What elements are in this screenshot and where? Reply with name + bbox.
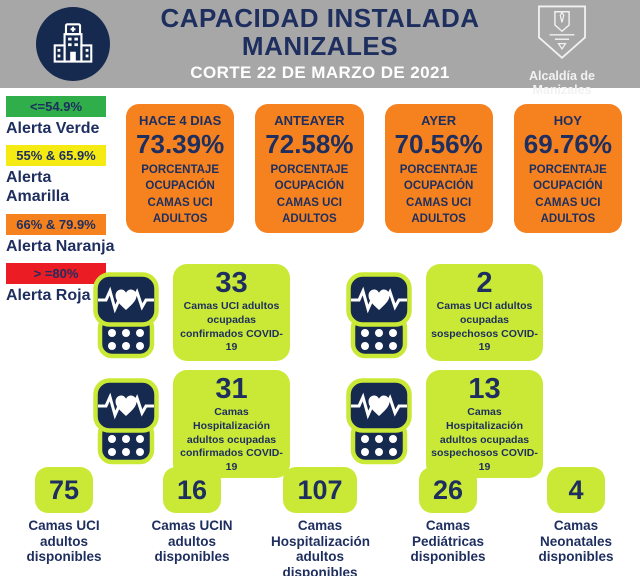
occupancy-value: 69.76% [523, 129, 612, 159]
occupancy-value: 70.56% [394, 129, 483, 159]
city-logo-caption: Alcaldía de Manizales [529, 69, 595, 97]
city-logo-block: Alcaldía de Manizales [502, 3, 622, 97]
available-pediatricas: 26 Camas Pediátricas disponibles [384, 467, 512, 576]
legend-item-naranja: 66% & 79.9% Alerta Naranja [6, 213, 118, 256]
available-beds-label: Camas UCI adultos disponibles [26, 518, 102, 565]
title-block: CAPACIDAD INSTALADA MANIZALES CORTE 22 D… [0, 4, 640, 83]
page-title-line2: MANIZALES [241, 31, 399, 62]
header-banner: CAPACIDAD INSTALADA MANIZALES CORTE 22 D… [0, 0, 640, 97]
available-ucin-adultos: 16 Camas UCIN adultos disponibles [128, 467, 256, 576]
occupied-beds-label: Camas UCI adultos ocupadas sospechosos C… [431, 300, 538, 354]
occupied-beds-card: 2 Camas UCI adultos ocupadas sospechosos… [426, 264, 543, 361]
occupancy-caption: PORCENTAJE OCUPACIÓN CAMAS UCI ADULTOS [529, 164, 607, 225]
occupied-beds-card: 31 Camas Hospitalización adultos ocupada… [173, 370, 290, 478]
occupancy-card-hoy: HOY 69.76% PORCENTAJE OCUPACIÓN CAMAS UC… [513, 104, 622, 233]
available-beds-label: Camas Hospitalización adultos disponible… [271, 518, 371, 576]
city-crest-icon [538, 5, 586, 59]
occupied-uci-suspected-group: 2 Camas UCI adultos ocupadas sospechosos… [346, 264, 543, 361]
available-hospitalizacion-adultos: 107 Camas Hospitalización adultos dispon… [256, 467, 384, 576]
available-beds-label: Camas Pediátricas disponibles [410, 518, 486, 565]
legend-range-naranja: 66% & 79.9% [6, 213, 106, 235]
available-beds-value: 26 [418, 467, 478, 513]
occupancy-card-anteayer: ANTEAYER 72.58% PORCENTAJE OCUPACIÓN CAM… [255, 104, 364, 233]
available-beds-row: 75 Camas UCI adultos disponibles 16 Cama… [0, 467, 640, 576]
occupancy-day: HOY [553, 113, 582, 128]
occupied-beds-card: 33 Camas UCI adultos ocupadas confirmado… [173, 264, 290, 361]
available-beds-label: Camas UCIN adultos disponibles [151, 518, 233, 565]
available-beds-value: 16 [162, 467, 222, 513]
heart-monitor-icon [346, 272, 412, 360]
occupied-beds-value: 2 [476, 267, 493, 299]
available-beds-value: 75 [34, 467, 94, 513]
legend-item-verde: <=54.9% Alerta Verde [6, 96, 118, 138]
occupancy-day: HACE 4 DIAS [138, 113, 222, 128]
occupied-uci-confirmed-group: 33 Camas UCI adultos ocupadas confirmado… [93, 264, 290, 361]
occupancy-value: 73.39% [136, 129, 225, 159]
occupied-beds-value: 33 [215, 267, 248, 299]
page-title-line1: CAPACIDAD INSTALADA [160, 3, 480, 33]
legend-item-roja: > =80% Alerta Roja [6, 262, 118, 305]
legend-label-amarilla: Alerta Amarilla [6, 169, 70, 206]
legend-range-amarilla: 55% & 65.9% [6, 145, 106, 167]
heart-monitor-icon [93, 272, 159, 360]
occupancy-day: ANTEAYER [274, 113, 345, 128]
hospital-icon [53, 23, 93, 63]
uci-occupancy-cards: HACE 4 DIAS 73.39% PORCENTAJE OCUPACIÓN … [126, 104, 622, 233]
hospital-badge [36, 7, 110, 81]
heart-monitor-icon [346, 378, 412, 466]
occupied-beds-label: Camas Hospitalización adultos ocupadas c… [180, 406, 283, 473]
alert-legend: <=54.9% Alerta Verde 55% & 65.9% Alerta … [6, 96, 118, 312]
occupied-beds-value: 13 [468, 373, 501, 405]
available-neonatales: 4 Camas Neonatales disponibles [512, 467, 640, 576]
occupancy-card-hace4dias: HACE 4 DIAS 73.39% PORCENTAJE OCUPACIÓN … [126, 104, 235, 233]
occupancy-caption: PORCENTAJE OCUPACIÓN CAMAS UCI ADULTOS [270, 164, 349, 225]
legend-item-amarilla: 55% & 65.9% Alerta Amarilla [6, 145, 118, 206]
legend-label-verde: Alerta Verde [6, 120, 100, 137]
occupancy-value: 72.58% [265, 129, 354, 159]
available-beds-value: 107 [283, 467, 357, 513]
occupancy-caption: PORCENTAJE OCUPACIÓN CAMAS UCI ADULTOS [399, 164, 478, 225]
occupancy-card-ayer: AYER 70.56% PORCENTAJE OCUPACIÓN CAMAS U… [384, 104, 493, 233]
occupied-beds-label: Camas Hospitalización adultos ocupadas s… [431, 406, 538, 473]
legend-label-roja: Alerta Roja [6, 286, 91, 304]
legend-range-verde: <=54.9% [6, 96, 106, 117]
available-beds-value: 4 [547, 467, 605, 513]
occupied-hosp-suspected-group: 13 Camas Hospitalización adultos ocupada… [346, 370, 543, 478]
occupied-hosp-confirmed-group: 31 Camas Hospitalización adultos ocupada… [93, 370, 290, 478]
legend-label-naranja: Alerta Naranja [6, 237, 115, 255]
occupied-beds-card: 13 Camas Hospitalización adultos ocupada… [426, 370, 543, 478]
report-date: CORTE 22 DE MARZO DE 2021 [190, 63, 450, 83]
legend-range-roja: > =80% [6, 262, 106, 284]
occupied-beds-value: 31 [215, 373, 248, 405]
occupied-beds-label: Camas UCI adultos ocupadas confirmados C… [180, 300, 283, 354]
heart-monitor-icon [93, 378, 159, 466]
occupancy-day: AYER [421, 113, 457, 128]
available-uci-adultos: 75 Camas UCI adultos disponibles [0, 467, 128, 576]
occupancy-caption: PORCENTAJE OCUPACIÓN CAMAS UCI ADULTOS [141, 164, 219, 225]
available-beds-label: Camas Neonatales disponibles [538, 518, 614, 565]
